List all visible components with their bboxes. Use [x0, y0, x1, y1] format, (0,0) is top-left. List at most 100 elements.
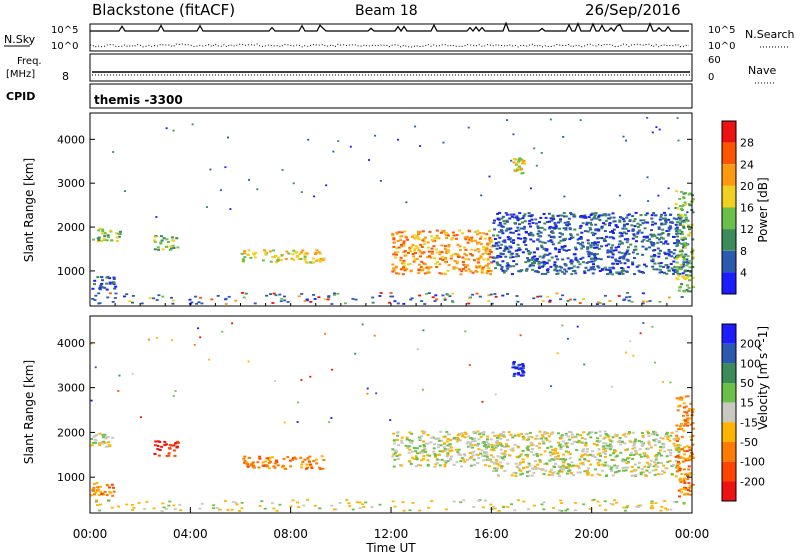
scatter-cell — [513, 443, 517, 446]
scatter-cell — [458, 268, 462, 271]
scatter-cell — [508, 454, 511, 457]
scatter-cell — [580, 244, 584, 247]
scatter-cell — [421, 239, 425, 242]
scatter-cell — [541, 256, 545, 259]
scatter-cell — [467, 229, 471, 232]
scatter-cell — [529, 442, 533, 444]
scatter-cell — [685, 450, 689, 453]
scatter-cell — [446, 269, 450, 272]
scatter-cell — [457, 452, 461, 455]
scatter-cell — [471, 254, 475, 257]
scatter-cell — [100, 232, 104, 235]
scatter-cell — [551, 432, 555, 435]
scatter-cell — [612, 459, 616, 461]
scatter-cell — [611, 244, 615, 247]
scatter-cell — [685, 264, 689, 267]
scatter-cell — [608, 231, 612, 233]
scatter-cell — [268, 456, 272, 459]
scatter-cell — [468, 445, 472, 448]
scatter-cell — [593, 252, 596, 255]
scatter-cell — [526, 250, 530, 252]
scatter-cell — [657, 452, 661, 454]
scatter-cell — [102, 238, 106, 241]
scatter-cell — [517, 373, 521, 376]
scatter-cell — [688, 456, 692, 459]
scatter-cell — [570, 267, 574, 270]
scatter-cell — [665, 431, 669, 434]
scatter-cell — [600, 268, 604, 271]
scatter-cell — [512, 361, 516, 363]
scatter-cell — [618, 240, 622, 243]
scatter-cell — [556, 352, 559, 355]
scatter-cell — [489, 454, 493, 457]
scatter-cell — [527, 212, 531, 215]
scatter-cell — [534, 437, 538, 440]
colorbar-tick-label: -100 — [740, 456, 765, 469]
scatter-cell — [556, 472, 560, 475]
scatter-cell — [333, 292, 336, 295]
scatter-cell — [131, 301, 134, 304]
scatter-cell — [519, 237, 523, 240]
scatter-cell — [452, 267, 456, 270]
scatter-cell — [655, 268, 659, 271]
scatter-cell — [538, 442, 542, 445]
scatter-cell — [611, 212, 615, 215]
scatter-cell — [393, 458, 397, 461]
scatter-cell — [503, 241, 507, 244]
scatter-cell — [610, 458, 614, 461]
scatter-cell — [253, 302, 257, 305]
scatter-cell — [643, 465, 647, 468]
scatter-cell — [622, 299, 626, 301]
scatter-cell — [456, 436, 459, 439]
scatter-cell — [257, 466, 261, 469]
scatter-cell — [157, 454, 161, 457]
scatter-cell — [593, 455, 597, 458]
velocity-ylabel: Slant Range [km] — [22, 360, 36, 464]
scatter-cell — [524, 244, 528, 246]
scatter-cell — [410, 432, 414, 435]
scatter-cell — [143, 508, 147, 510]
scatter-cell — [541, 440, 545, 443]
scatter-cell — [312, 294, 316, 296]
scatter-cell — [593, 232, 597, 235]
scatter-cell — [462, 499, 466, 502]
scatter-cell — [300, 463, 304, 466]
scatter-cell — [463, 252, 467, 255]
scatter-cell — [325, 184, 328, 187]
scatter-cell — [426, 271, 429, 274]
scatter-cell — [641, 253, 645, 256]
scatter-cell — [422, 238, 426, 240]
scatter-cell — [451, 292, 455, 295]
scatter-cell — [441, 450, 445, 452]
scatter-cell — [505, 443, 509, 446]
scatter-cell — [648, 464, 652, 467]
scatter-cell — [586, 247, 590, 250]
scatter-cell — [684, 237, 687, 240]
scatter-cell — [681, 457, 685, 459]
scatter-cell — [391, 295, 395, 298]
scatter-cell — [612, 220, 616, 223]
scatter-cell — [596, 453, 600, 456]
scatter-cell — [630, 474, 634, 477]
scatter-cell — [298, 253, 302, 255]
scatter-cell — [535, 452, 539, 455]
scatter-cell — [102, 440, 106, 443]
scatter-cell — [543, 222, 547, 225]
scatter-cell — [391, 233, 395, 236]
scatter-cell — [496, 212, 500, 215]
scatter-cell — [493, 245, 497, 248]
scatter-cell — [532, 504, 536, 507]
scatter-cell — [96, 237, 100, 240]
scatter-cell — [290, 257, 294, 260]
scatter-cell — [667, 253, 671, 256]
scatter-cell — [161, 502, 165, 505]
scatter-cell — [100, 276, 104, 279]
scatter-cell — [419, 464, 423, 467]
scatter-cell — [493, 219, 496, 222]
scatter-cell — [608, 224, 611, 227]
scatter-cell — [632, 248, 636, 251]
scatter-cell — [291, 458, 294, 461]
scatter-cell — [669, 226, 673, 229]
scatter-cell — [583, 230, 587, 233]
scatter-cell — [468, 452, 472, 455]
